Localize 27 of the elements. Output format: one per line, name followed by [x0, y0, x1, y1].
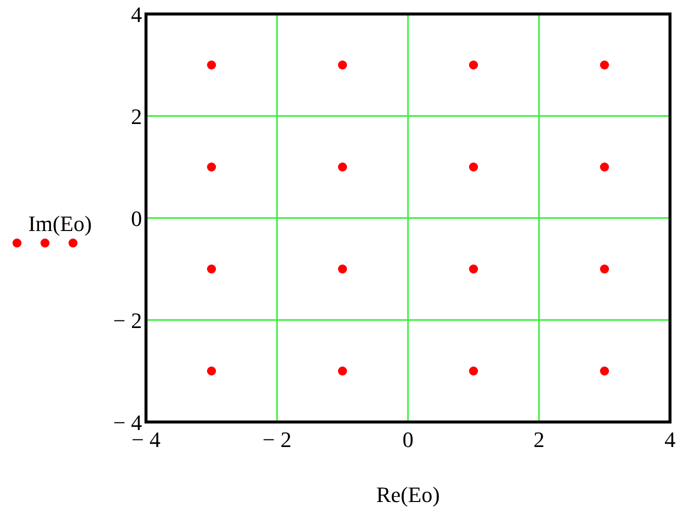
point: [207, 264, 216, 274]
y-tick-label: 0: [131, 206, 142, 231]
point: [338, 264, 347, 274]
point: [469, 162, 478, 172]
y-tick-label: − 4: [113, 410, 142, 435]
point: [469, 366, 478, 376]
x-tick-label: − 2: [262, 427, 292, 452]
point: [338, 366, 347, 376]
x-axis-title: Re(Eo): [376, 482, 440, 507]
point: [207, 60, 216, 70]
point: [207, 162, 216, 172]
x-tick-label: 2: [534, 427, 544, 452]
y-tick-label: 2: [131, 104, 142, 129]
point: [338, 162, 347, 172]
point: [338, 60, 347, 70]
y-tick-label: 4: [131, 2, 142, 27]
x-tick-label: 4: [664, 427, 676, 452]
y-tick-label: − 2: [113, 308, 142, 333]
y-axis-title: Im(Eo): [28, 211, 92, 236]
point: [600, 366, 609, 376]
point: [600, 60, 609, 70]
point: [600, 162, 609, 172]
point: [600, 264, 609, 274]
x-tick-label: 0: [402, 427, 414, 452]
point: [469, 60, 478, 70]
point: [207, 366, 216, 376]
point: [469, 264, 478, 274]
